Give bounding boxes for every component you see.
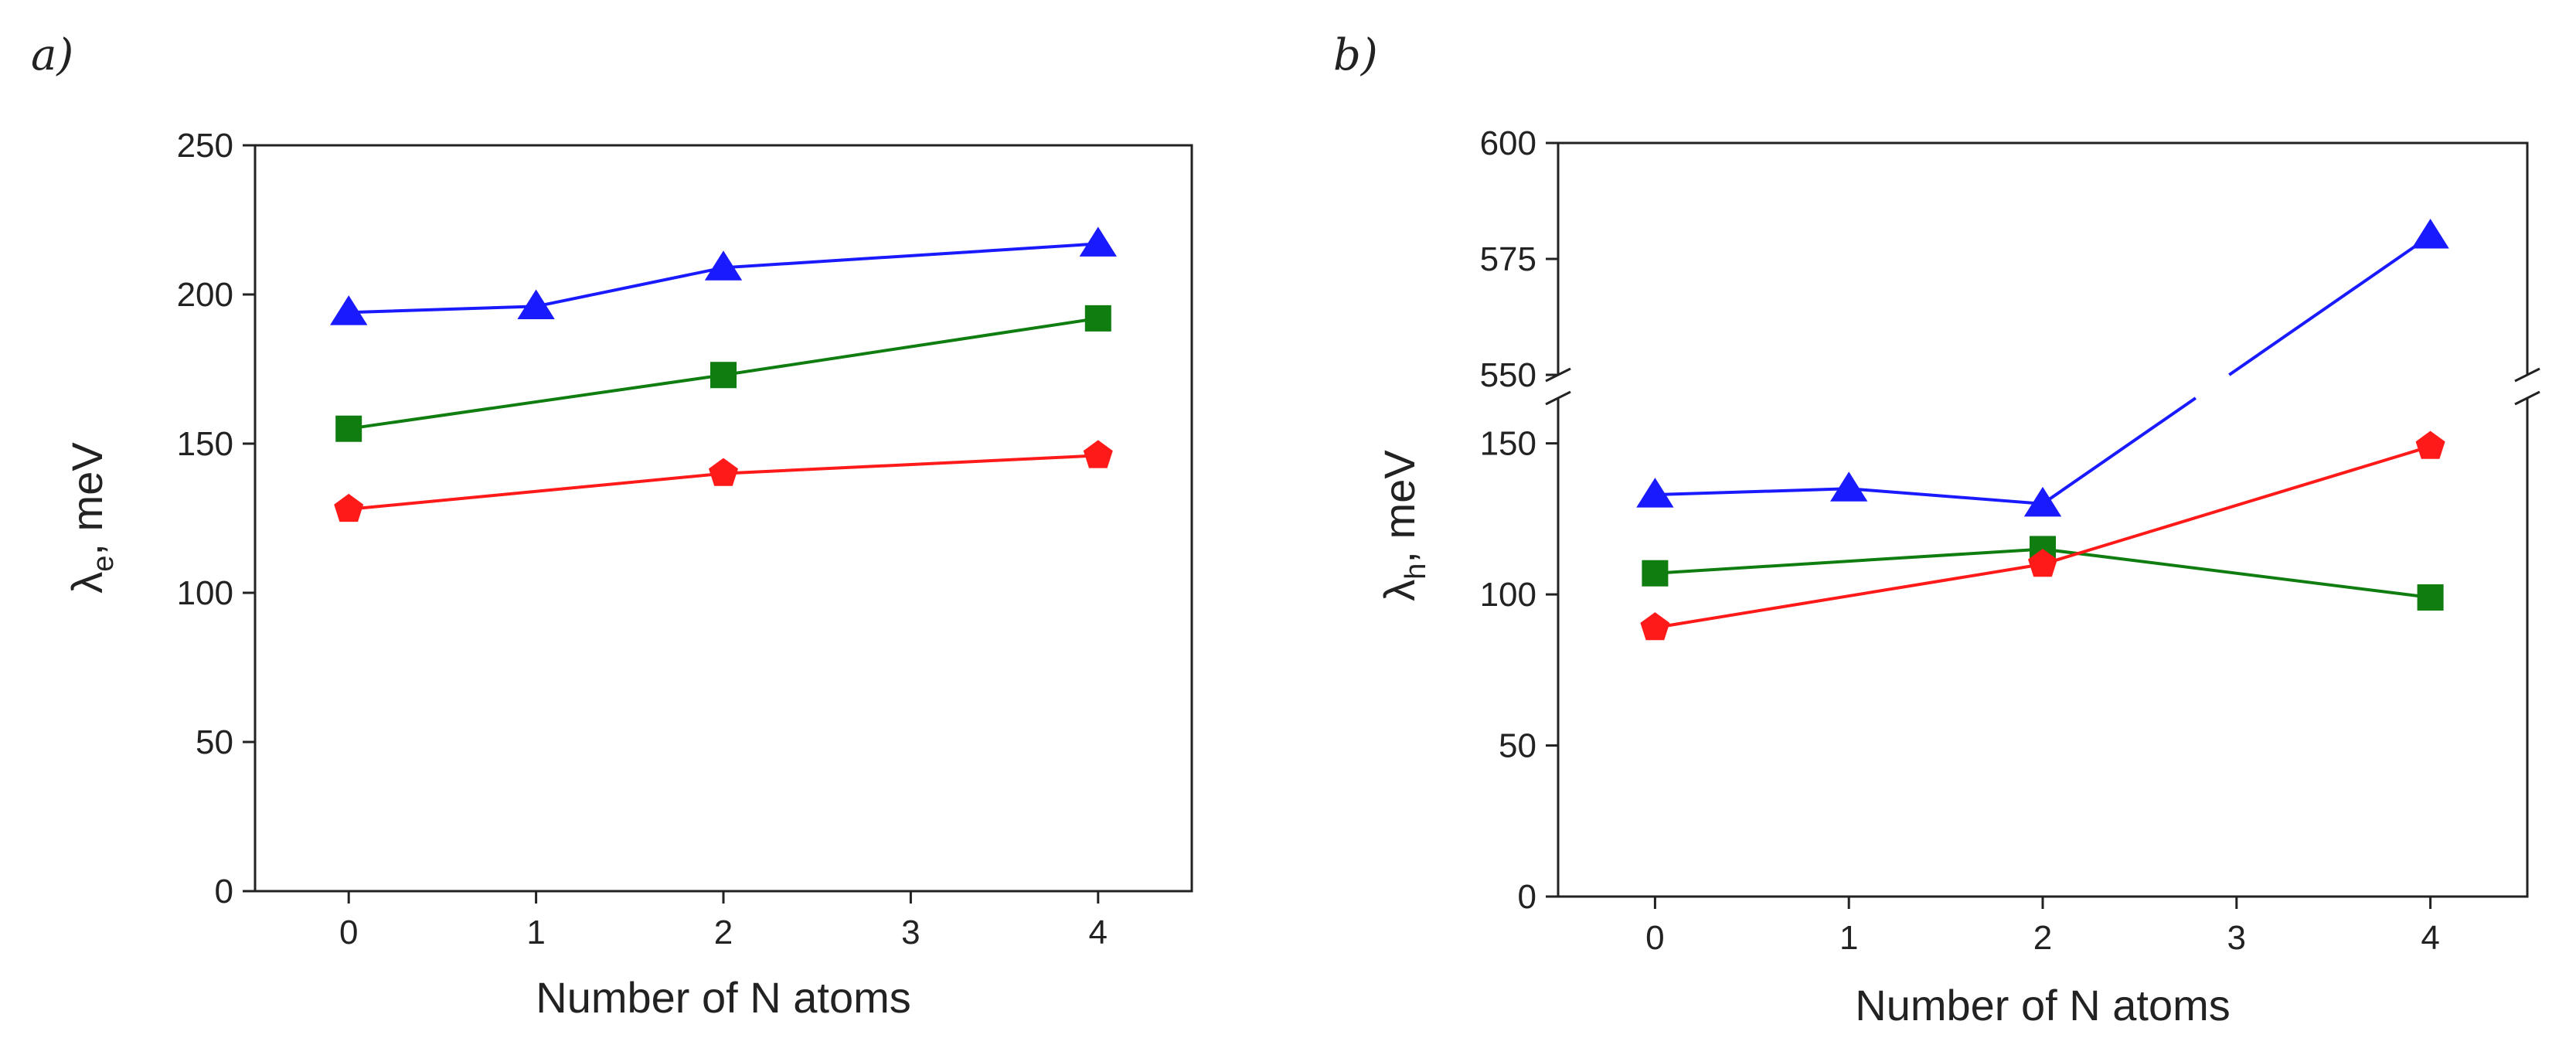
data-point [2415,431,2445,459]
data-point [2023,486,2062,517]
y-tick-label: 250 [177,127,233,165]
series-line [1849,487,2043,505]
data-point [710,362,737,389]
x-tick-label: 3 [2227,919,2246,957]
data-point [704,250,743,281]
panel-a-x-axis-title: Number of N atoms [536,973,911,1022]
series-line [2042,547,2431,599]
y-tick-label: 150 [1480,425,1536,463]
series-line [349,242,1098,315]
y-tick-label: 0 [1518,878,1536,916]
series-line [1655,487,1849,497]
series-line [2041,396,2197,505]
frame-upper [1557,141,2529,375]
y-tick-label: 575 [1480,240,1536,278]
x-tick-label: 4 [2421,919,2439,957]
x-tick-label: 0 [1645,919,1664,957]
axis-break-mark [2514,367,2540,383]
data-point [335,415,362,442]
data-point [709,458,738,486]
x-tick-label: 1 [526,914,545,951]
series-line [2228,234,2431,376]
y-tick-label: 50 [196,723,233,761]
panel-a-ticks: 0 1 2 3 4 0 50 100 150 200 250 [177,127,1108,951]
data-point [1636,478,1674,508]
x-tick-label: 2 [2033,919,2052,957]
data-point [330,295,368,325]
axis-break-mark [1545,390,1571,406]
panel-b-label: b) [1333,30,1378,80]
data-point [1640,612,1670,641]
data-point [2417,584,2444,611]
y-tick-label: 600 [1480,124,1536,162]
data-point [1084,305,1111,332]
frame-lower [1557,398,2529,898]
y-tick-label: 50 [1499,727,1536,765]
x-tick-label: 1 [1839,919,1858,957]
data-point [2028,549,2057,577]
series-line [1655,563,2043,630]
data-point [1083,440,1113,468]
panel-a-label: a) [31,30,73,80]
data-point [1830,471,1868,502]
data-point [1642,560,1669,587]
x-tick-label: 2 [714,914,733,951]
x-tick-label: 0 [339,914,358,951]
series-line [2042,444,2431,566]
x-tick-label: 4 [1089,914,1108,951]
panel-b-plot-frame [1545,141,2540,898]
y-tick-label: 0 [215,873,233,910]
panel-a-y-axis-title: λe, meV [63,442,120,594]
y-tick-label: 550 [1480,356,1536,394]
y-tick-label: 150 [177,425,233,463]
series-line [1655,547,2043,575]
data-point [334,493,364,522]
panel-a: a) 0 1 2 3 4 0 50 100 150 200 250 Number of N atom… [31,30,1193,1022]
panel-a-series [330,226,1117,522]
panel-b: b) 0 1 2 3 4 0 50 100 150 550 575 600 Number of N a… [1333,30,2540,1029]
panel-b-series [1636,219,2449,641]
y-tick-label: 100 [1480,576,1536,614]
data-point [517,289,555,319]
data-point [1079,226,1117,257]
y-tick-label: 100 [177,574,233,612]
axis-break-mark [2514,390,2540,406]
panel-b-y-axis-title: λh, meV [1375,450,1432,601]
y-tick-label: 200 [177,276,233,314]
panel-b-x-axis-title: Number of N atoms [1855,981,2231,1029]
x-tick-label: 3 [901,914,920,951]
panel-b-ticks: 0 1 2 3 4 0 50 100 150 550 575 600 [1480,124,2440,957]
data-point [2411,219,2449,249]
